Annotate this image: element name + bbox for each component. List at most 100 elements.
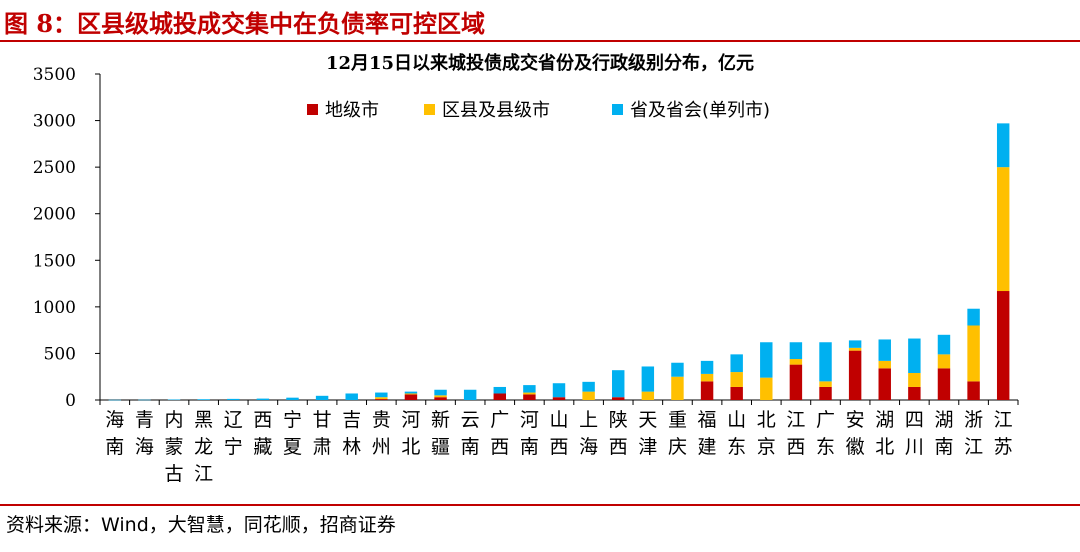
legend-swatch	[307, 104, 318, 115]
bar-segment-s2	[730, 354, 743, 373]
chart-title: 12月15日以来城投债成交省份及行政级别分布，亿元	[326, 52, 754, 74]
bar-segment-s0	[493, 393, 506, 400]
y-tick-label: 500	[44, 344, 76, 364]
bar-segment-s2	[996, 123, 1010, 168]
bar-segment-s1	[582, 391, 595, 400]
bar-segment-s1	[908, 372, 921, 387]
bar-segment-s2	[671, 362, 684, 377]
x-tick-label: 辽宁	[224, 409, 243, 458]
bar-segment-s0	[552, 397, 566, 400]
x-tick-label: 山东	[727, 409, 746, 458]
bar-segment-s1	[404, 393, 418, 395]
bar-segment-s1	[641, 391, 655, 400]
bar-segment-s2	[227, 398, 240, 400]
bar-segment-s1	[760, 377, 773, 400]
bar-segment-s2	[197, 399, 210, 400]
y-tick-label: 2000	[33, 205, 76, 225]
bar-segment-s2	[937, 334, 951, 355]
bar-segment-s0	[908, 386, 921, 400]
legend-label: 区县及县级市	[442, 100, 550, 121]
bar-segment-s1	[523, 392, 536, 395]
bar-segment-s0	[523, 394, 536, 400]
x-tick-label: 云南	[461, 409, 480, 458]
bar-segment-s2	[523, 385, 536, 393]
x-tick-label: 青海	[135, 409, 154, 458]
bar-segment-s0	[404, 394, 418, 400]
x-tick-label: 宁夏	[283, 409, 302, 458]
bar-segment-s0	[375, 399, 388, 400]
bar-segment-s2	[819, 342, 832, 382]
bar-segment-s2	[908, 338, 921, 373]
x-tick-label: 福建	[698, 409, 717, 458]
bar-segment-s1	[730, 372, 743, 387]
bar-segment-s0	[878, 368, 891, 400]
x-tick-label: 贵州	[372, 409, 391, 458]
stacked-bar-chart: 12月15日以来城投债成交省份及行政级别分布，亿元 地级市 区县及县级市 省及省会(…	[33, 52, 1019, 485]
x-tick-labels: 海南青海内蒙古黑龙江辽宁西藏宁夏甘肃吉林贵州河北新疆云南广西河南山西上海陕西天津…	[105, 409, 1012, 485]
bar-segment-s2	[375, 392, 388, 398]
x-tick-label: 北京	[757, 409, 776, 458]
bar-segment-s1	[789, 359, 803, 365]
bar-segment-s1	[848, 347, 862, 351]
x-tick-label: 陕西	[609, 409, 628, 458]
bar-segment-s2	[138, 399, 151, 401]
bar-segment-s1	[937, 354, 951, 369]
bar-segment-s1	[967, 325, 980, 382]
x-tick-label: 江西	[786, 409, 805, 458]
x-tick-label: 江苏	[994, 409, 1013, 458]
bar-segment-s2	[256, 398, 270, 400]
bar-segment-s0	[434, 397, 447, 400]
x-tick-label: 湖南	[934, 409, 953, 458]
bar-segment-s2	[404, 391, 418, 394]
legend-label: 地级市	[325, 100, 379, 121]
bar-segment-s1	[375, 397, 388, 400]
legend-label: 省及省会(单列市)	[630, 100, 770, 121]
bar-segment-s2	[760, 342, 773, 378]
x-tick-label: 河南	[520, 409, 539, 458]
bar-segment-s2	[434, 389, 447, 396]
bar-segment-s1	[819, 381, 832, 387]
bar-segment-s2	[612, 370, 625, 398]
bar-segment-s2	[552, 383, 566, 398]
bar-segment-s2	[315, 395, 329, 400]
bar-segment-s2	[700, 360, 714, 374]
bar-segment-s2	[582, 381, 595, 392]
y-tick-label: 1000	[33, 298, 76, 318]
x-tick-label: 黑龙江	[194, 409, 213, 485]
source-rule	[0, 504, 1080, 506]
x-tick-label: 上海	[579, 409, 598, 458]
x-tick-label: 广西	[490, 409, 509, 458]
y-tick-label: 0	[65, 391, 76, 411]
bar-segment-s1	[878, 360, 891, 369]
bar-segment-s2	[789, 342, 803, 360]
bar-segment-s0	[937, 368, 951, 400]
bars	[108, 123, 1010, 401]
legend-swatch	[424, 104, 435, 115]
figure-title: 图 8：区县级城投成交集中在负债率可控区域	[4, 9, 486, 38]
y-tick-label: 2500	[33, 158, 76, 178]
bar-segment-s2	[463, 389, 477, 400]
title-rule	[0, 40, 1080, 42]
axes: 0 500 1000 1500 2000 2500 3000 3500	[33, 65, 1019, 411]
y-tick-label: 3000	[33, 112, 76, 132]
x-tick-label: 西藏	[253, 409, 272, 458]
x-tick-label: 湖北	[875, 409, 894, 458]
bar-segment-s0	[967, 381, 980, 400]
x-tick-label: 河北	[401, 409, 420, 458]
bar-segment-s1	[671, 376, 684, 400]
legend: 地级市 区县及县级市 省及省会(单列市)	[307, 100, 770, 121]
x-tick-label: 四川	[905, 409, 924, 458]
x-tick-label: 天津	[638, 409, 657, 458]
bar-segment-s0	[730, 386, 743, 400]
bar-segment-s0	[612, 397, 625, 400]
x-tick-label: 重庆	[668, 409, 687, 458]
x-tick-label: 海南	[105, 409, 124, 458]
bar-segment-s2	[286, 397, 299, 400]
x-tick-label: 广东	[816, 409, 835, 458]
x-tick-label: 甘肃	[313, 409, 332, 458]
bar-segment-s2	[108, 399, 122, 401]
source-note: 资料来源：Wind，大智慧，同花顺，招商证券	[6, 514, 396, 536]
x-tick-label: 吉林	[342, 409, 361, 458]
bar-segment-s0	[848, 350, 862, 400]
bar-segment-s0	[700, 381, 714, 400]
